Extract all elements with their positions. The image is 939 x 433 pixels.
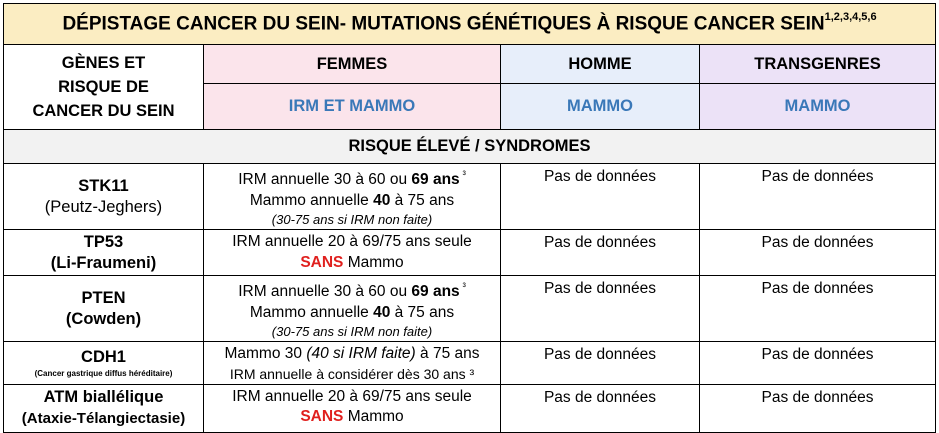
femmes-line: Mammo annuelle 40 à 75 ans bbox=[204, 303, 500, 324]
table-row: PTEN (Cowden) IRM annuelle 30 à 60 ou 69… bbox=[3, 275, 937, 343]
text-part: Mammo bbox=[343, 408, 404, 426]
gene-syndrome: (Cancer gastrique diffus héréditaire) bbox=[34, 369, 173, 379]
gene-name: ATM biallélique bbox=[43, 388, 164, 407]
text-italic: (40 si IRM faite) bbox=[306, 345, 416, 363]
homme-cell-pten: Pas de données bbox=[500, 275, 700, 343]
text-part: à 75 ans bbox=[390, 191, 455, 209]
text-bold: 40 bbox=[373, 191, 391, 209]
gene-name: CDH1 bbox=[81, 348, 126, 367]
screening-table-wrapper: DÉPISTAGE CANCER DU SEIN- MUTATIONS GÉNÉ… bbox=[2, 3, 937, 433]
genes-header: GÈNES ET RISQUE DE CANCER DU SEIN bbox=[3, 44, 204, 130]
text-bold: 69 ans bbox=[411, 283, 460, 301]
gene-name: STK11 bbox=[78, 176, 129, 195]
subheader-femmes: IRM ET MAMMO bbox=[203, 83, 501, 130]
femmes-line: IRM annuelle 30 à 60 ou 69 ans ³ bbox=[204, 278, 500, 303]
gene-name: TP53 bbox=[83, 232, 124, 251]
gene-cell-stk11: STK11 (Peutz-Jeghers) bbox=[3, 162, 204, 231]
subheader-homme: MAMMO bbox=[500, 83, 700, 130]
femmes-note: (30-75 ans si IRM non faite) bbox=[271, 324, 433, 340]
gene-syndrome: (Peutz-Jeghers) bbox=[44, 197, 163, 216]
footnote-ref: ³ bbox=[459, 170, 466, 181]
table-row: CDH1 (Cancer gastrique diffus héréditair… bbox=[3, 341, 937, 385]
gene-syndrome: (Ataxie-Télangiectasie) bbox=[21, 410, 186, 428]
trans-cell-cdh1: Pas de données bbox=[698, 341, 937, 385]
text-part: IRM annuelle 30 à 60 ou bbox=[238, 171, 412, 189]
text-part: Mammo bbox=[343, 253, 404, 271]
gene-cell-cdh1: CDH1 (Cancer gastrique diffus héréditair… bbox=[3, 341, 204, 385]
col-header-homme: HOMME bbox=[500, 44, 700, 84]
femmes-cell-atm: IRM annuelle 20 à 69/75 ans seule SANS M… bbox=[203, 383, 501, 433]
table-row: TP53 (Li-Fraumeni) IRM annuelle 20 à 69/… bbox=[3, 229, 937, 277]
text-bold: 40 bbox=[373, 303, 391, 321]
genes-header-line2: RISQUE DE bbox=[58, 78, 149, 96]
trans-cell-atm: Pas de données bbox=[698, 383, 937, 433]
title-text: DÉPISTAGE CANCER DU SEIN- MUTATIONS GÉNÉ… bbox=[62, 13, 825, 35]
gene-cell-pten: PTEN (Cowden) bbox=[3, 275, 204, 343]
table-row: STK11 (Peutz-Jeghers) IRM annuelle 30 à … bbox=[3, 162, 937, 231]
homme-cell-cdh1: Pas de données bbox=[500, 341, 700, 385]
femmes-line: Mammo annuelle 40 à 75 ans bbox=[204, 191, 500, 212]
trans-cell-stk11: Pas de données bbox=[698, 162, 937, 231]
text-part: à 75 ans bbox=[390, 303, 455, 321]
gene-cell-atm: ATM biallélique (Ataxie-Télangiectasie) bbox=[3, 383, 204, 433]
sans-warning: SANS bbox=[300, 253, 344, 271]
table-row: ATM biallélique (Ataxie-Télangiectasie) … bbox=[3, 383, 937, 433]
text-part: à 75 ans bbox=[415, 345, 480, 363]
femmes-cell-cdh1: Mammo 30 (40 si IRM faite) à 75 ans IRM … bbox=[203, 341, 501, 385]
title-references: 1,2,3,4,5,6 bbox=[824, 10, 877, 23]
col-header-femmes: FEMMES bbox=[203, 44, 501, 84]
femmes-line: SANS Mammo bbox=[204, 407, 500, 428]
col-header-transgenres: TRANSGENRES bbox=[698, 44, 937, 84]
gene-syndrome: (Li-Fraumeni) bbox=[50, 253, 157, 272]
text-part: Mammo annuelle bbox=[249, 303, 374, 321]
screening-table: DÉPISTAGE CANCER DU SEIN- MUTATIONS GÉNÉ… bbox=[2, 3, 937, 433]
femmes-line: IRM annuelle 20 à 69/75 ans seule bbox=[232, 387, 472, 405]
trans-cell-pten: Pas de données bbox=[698, 275, 937, 343]
sans-warning: SANS bbox=[300, 408, 344, 426]
text-part: Mammo annuelle bbox=[249, 191, 374, 209]
trans-cell-tp53: Pas de données bbox=[698, 229, 937, 277]
genes-header-line1: GÈNES ET bbox=[61, 54, 146, 72]
subheader-transgenres: MAMMO bbox=[698, 83, 937, 130]
femmes-cell-pten: IRM annuelle 30 à 60 ou 69 ans ³ Mammo a… bbox=[203, 275, 501, 343]
table-title: DÉPISTAGE CANCER DU SEIN- MUTATIONS GÉNÉ… bbox=[2, 3, 937, 45]
homme-cell-atm: Pas de données bbox=[500, 383, 700, 433]
gene-syndrome: (Cowden) bbox=[65, 309, 142, 328]
section-header: RISQUE ÉLEVÉ / SYNDROMES bbox=[2, 129, 937, 164]
homme-cell-stk11: Pas de données bbox=[500, 162, 700, 231]
text-part: Mammo 30 bbox=[224, 345, 307, 363]
femmes-note: (30-75 ans si IRM non faite) bbox=[271, 212, 433, 228]
femmes-line: IRM annuelle à considérer dès 30 ans ³ bbox=[229, 365, 475, 382]
gene-name: PTEN bbox=[81, 288, 126, 307]
femmes-cell-tp53: IRM annuelle 20 à 69/75 ans seule SANS M… bbox=[203, 229, 501, 277]
femmes-line: IRM annuelle 30 à 60 ou 69 ans ³ bbox=[204, 166, 500, 191]
gene-cell-tp53: TP53 (Li-Fraumeni) bbox=[3, 229, 204, 277]
text-part: IRM annuelle 30 à 60 ou bbox=[238, 283, 412, 301]
femmes-line: SANS Mammo bbox=[204, 253, 500, 274]
femmes-cell-stk11: IRM annuelle 30 à 60 ou 69 ans ³ Mammo a… bbox=[203, 162, 501, 231]
genes-header-line3: CANCER DU SEIN bbox=[32, 102, 175, 120]
text-bold: 69 ans bbox=[411, 171, 460, 189]
femmes-line: Mammo 30 (40 si IRM faite) à 75 ans bbox=[204, 344, 500, 365]
homme-cell-tp53: Pas de données bbox=[500, 229, 700, 277]
femmes-line: IRM annuelle 20 à 69/75 ans seule bbox=[232, 233, 472, 251]
footnote-ref: ³ bbox=[459, 282, 466, 294]
